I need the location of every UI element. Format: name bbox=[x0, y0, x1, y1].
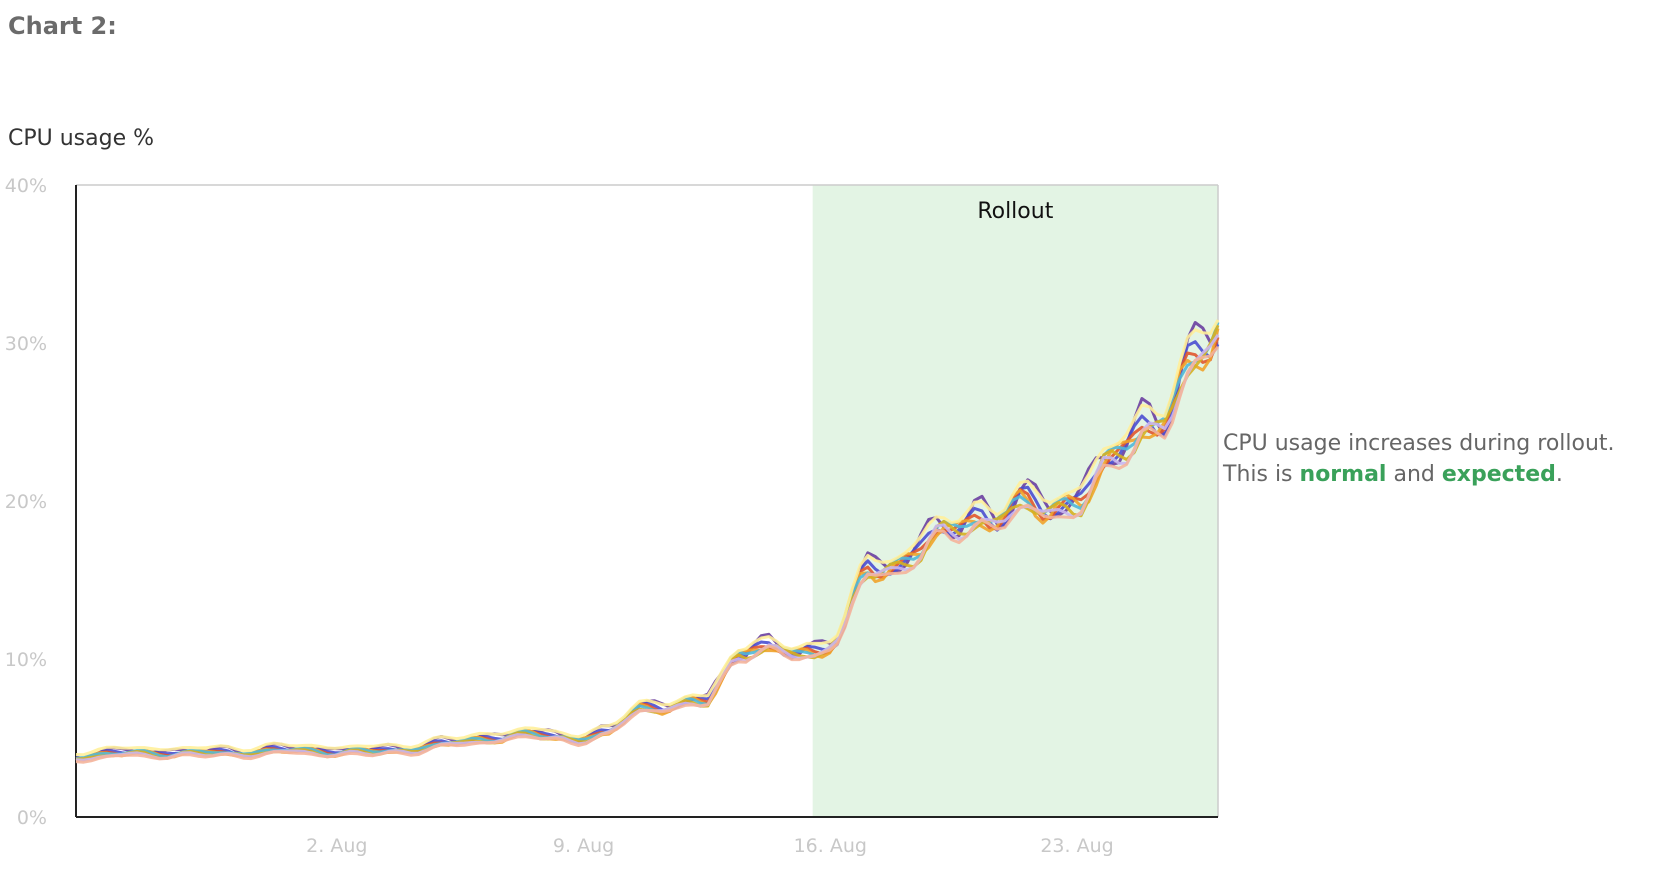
x-tick-label: 2. Aug bbox=[306, 835, 367, 857]
series-line-server-9 bbox=[75, 319, 1220, 757]
annotation-line-1: CPU usage increases during rollout. bbox=[1223, 431, 1615, 456]
x-tick-label: 23. Aug bbox=[1040, 835, 1113, 857]
y-tick-label: 0% bbox=[17, 807, 47, 829]
series-line-server-5 bbox=[75, 321, 1220, 760]
chart-heading: Chart 2: bbox=[8, 12, 117, 40]
chart-title: CPU usage % bbox=[8, 126, 154, 151]
y-tick-label: 10% bbox=[5, 649, 47, 671]
y-tick-label: 40% bbox=[5, 175, 47, 197]
highlight-normal: normal bbox=[1299, 462, 1387, 487]
y-tick-label: 30% bbox=[5, 333, 47, 355]
rollout-band-label: Rollout bbox=[977, 199, 1053, 224]
annotation-line-2: This is normal and expected. bbox=[1223, 462, 1563, 487]
chart-annotation: CPU usage increases during rollout. This… bbox=[1223, 428, 1615, 490]
x-tick-label: 16. Aug bbox=[794, 835, 867, 857]
highlight-expected: expected bbox=[1441, 462, 1556, 487]
y-tick-label: 20% bbox=[5, 491, 47, 513]
series-line-server-8 bbox=[75, 345, 1220, 764]
x-tick-label: 9. Aug bbox=[553, 835, 614, 857]
